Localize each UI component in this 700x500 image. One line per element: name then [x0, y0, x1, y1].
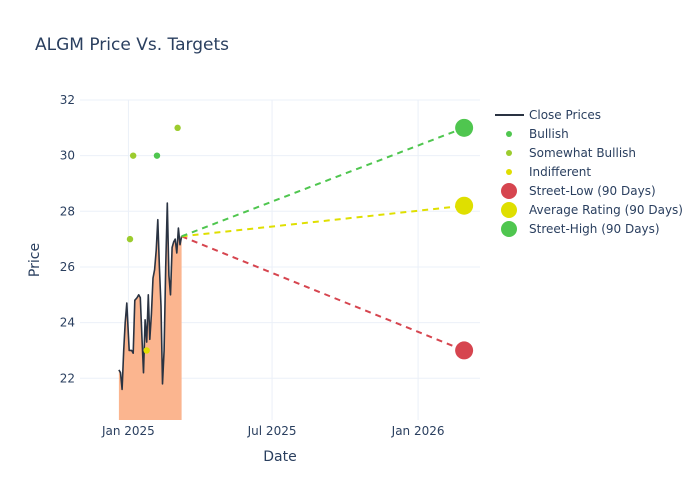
close-price-line [118, 202, 183, 391]
chart-title: ALGM Price Vs. Targets [35, 35, 229, 55]
rating-point [126, 235, 134, 243]
street-low-target-line [181, 235, 465, 352]
legend-marker-swatch [501, 202, 517, 218]
y-axis-ticks: 22 24 26 28 30 32 [60, 93, 75, 385]
x-tick-label: Jul 2025 [247, 424, 297, 438]
target-lines [181, 126, 465, 352]
legend-label: Somewhat Bullish [529, 146, 636, 160]
legend: Close Prices Bullish Somewhat Bullish Indif… [495, 108, 683, 237]
legend-label: Street-High (90 Days) [529, 222, 660, 236]
y-tick-label: 24 [60, 316, 75, 330]
average-target-line [181, 204, 465, 238]
street-low-marker [455, 341, 474, 360]
x-axis-ticks: Jan 2025 Jul 2025 Jan 2026 [101, 424, 445, 438]
x-tick-label: Jan 2026 [391, 424, 445, 438]
y-axis-title: Price [27, 243, 43, 277]
x-axis-title: Date [263, 449, 296, 465]
rating-point [143, 347, 150, 354]
y-tick-label: 22 [60, 371, 75, 385]
legend-label: Average Rating (90 Days) [529, 203, 683, 217]
legend-label: Close Prices [529, 108, 601, 122]
rating-points [126, 118, 474, 360]
legend-marker-swatch [501, 183, 517, 199]
legend-dot-swatch [506, 150, 512, 156]
street-high-marker [455, 118, 474, 137]
close-price-area [118, 203, 182, 420]
legend-label: Indifferent [529, 165, 591, 179]
y-tick-label: 32 [60, 93, 75, 107]
close-area [118, 203, 182, 420]
rating-point [129, 152, 137, 159]
rating-point [174, 124, 181, 132]
legend-label: Bullish [529, 127, 569, 141]
y-tick-label: 26 [60, 260, 75, 274]
y-tick-label: 28 [60, 204, 75, 218]
legend-label: Street-Low (90 Days) [529, 184, 656, 198]
y-tick-label: 30 [60, 149, 75, 163]
average-marker [455, 196, 474, 215]
x-tick-label: Jan 2025 [101, 424, 155, 438]
legend-marker-swatch [501, 221, 517, 237]
legend-dot-swatch [506, 169, 512, 175]
rating-point [153, 152, 161, 159]
legend-dot-swatch [506, 131, 512, 137]
close-line-group [118, 202, 183, 391]
